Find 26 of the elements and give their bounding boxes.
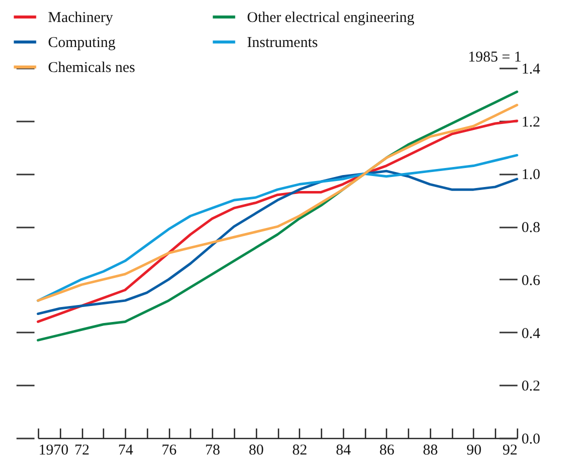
legend-label: Other electrical engineering (247, 10, 415, 26)
y-tick-label: 1.2 (522, 114, 540, 130)
x-tick-label: 1970 (38, 442, 68, 458)
legend-label: Chemicals nes (48, 60, 136, 76)
x-tick-label: 88 (422, 442, 438, 458)
x-tick-label: 80 (248, 442, 264, 458)
x-tick-label: 78 (205, 442, 220, 458)
x-tick-label: 72 (74, 442, 90, 458)
x-tick-label: 92 (502, 442, 518, 458)
x-tick-label: 86 (379, 442, 395, 458)
legend-label: Computing (48, 35, 116, 51)
y-tick-label: 0.2 (522, 378, 540, 395)
legend-label: Machinery (48, 10, 114, 26)
legend-label: Instruments (247, 35, 318, 51)
y-tick-label: 1.0 (522, 167, 540, 184)
x-tick-label: 90 (466, 442, 482, 458)
y-tick-label: 0.4 (522, 326, 541, 342)
y-tick-label: 0.0 (522, 432, 540, 448)
y-tick-label: 1.4 (522, 62, 541, 78)
y-axis-title: 1985 = 1 (468, 50, 522, 66)
x-tick-label: 74 (118, 442, 134, 458)
x-tick-label: 76 (162, 442, 178, 458)
y-tick-label: 0.8 (522, 220, 540, 236)
x-tick-label: 84 (336, 442, 352, 458)
y-tick-label: 0.6 (522, 272, 541, 289)
x-tick-label: 82 (292, 442, 308, 458)
